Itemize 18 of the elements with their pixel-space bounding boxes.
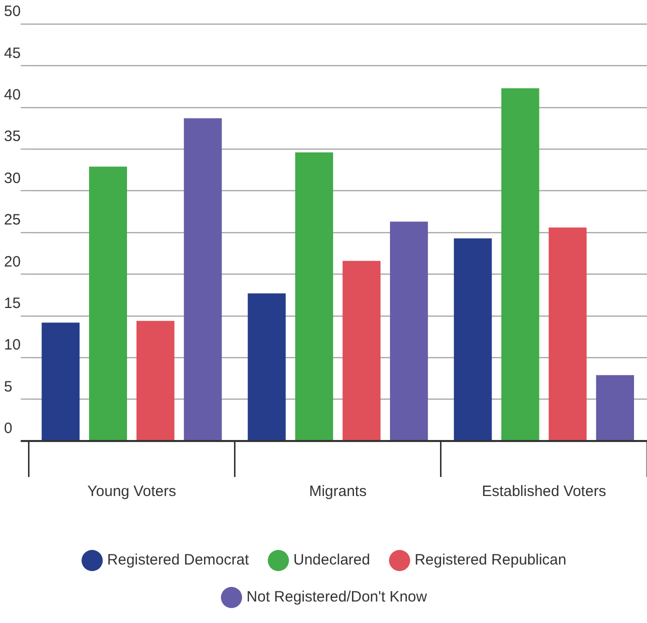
x-tick-label: Young Voters [87,483,176,500]
y-tick-label: 25 [4,212,21,229]
y-tick-label: 50 [4,3,21,20]
y-tick-label: 0 [4,420,12,438]
y-tick-label: 45 [4,44,21,62]
y-tick-label: 20 [4,253,21,270]
y-tick-label: 10 [4,336,21,354]
x-tick-label: Established Voters [482,483,606,500]
x-tick-label: Migrants [309,483,367,500]
y-tick-label: 40 [4,86,21,104]
y-tick-label: 15 [4,295,21,312]
legend-label: Undeclared [293,552,370,569]
y-tick-label: 35 [4,128,21,146]
legend-label: Registered Republican [414,552,566,569]
y-tick-label: 5 [4,378,12,396]
legend-label: Registered Democrat [107,552,250,569]
legend-label: Not Registered/Don't Know [246,588,428,606]
y-tick-label: 30 [4,170,21,187]
